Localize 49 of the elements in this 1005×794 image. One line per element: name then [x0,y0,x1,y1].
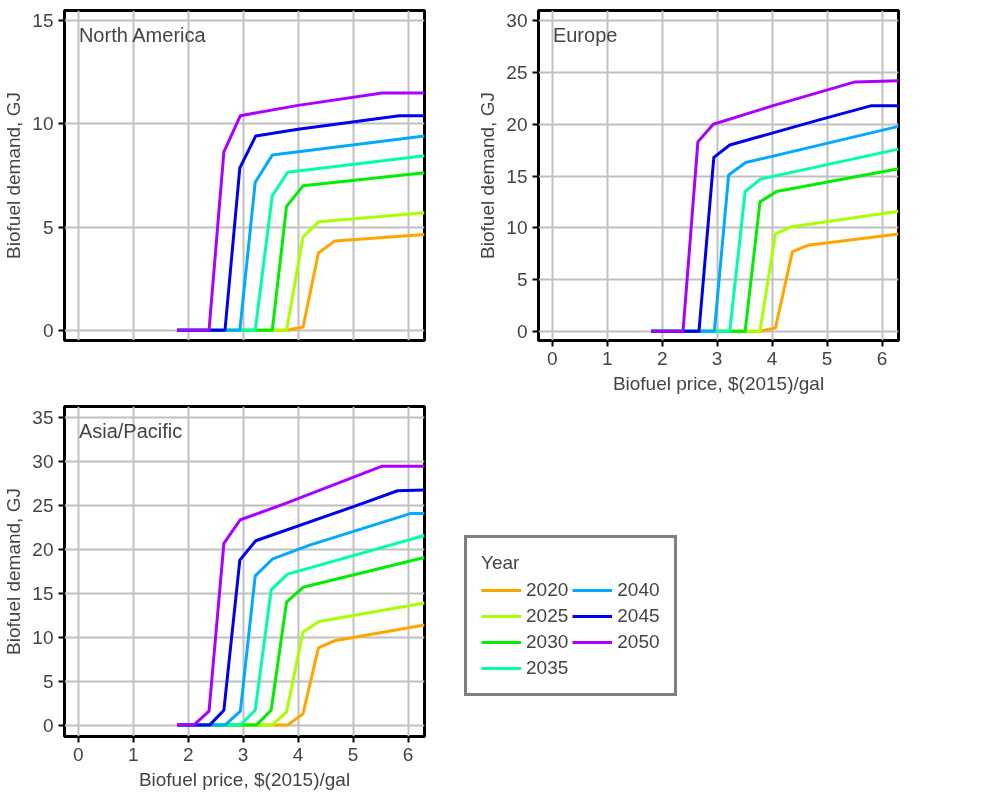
legend-label: 2035 [526,657,569,679]
x-tick-label: 5 [347,743,359,765]
text: Europe [552,23,618,46]
y-tick-label: 20 [32,539,54,561]
legend-label: 2020 [526,579,569,601]
y-tick-label: 25 [506,62,528,84]
y-tick-label: 0 [516,320,528,342]
legend-label: 2025 [526,605,569,627]
y-tick-label: 15 [32,582,54,604]
y-tick-label: 10 [506,217,528,239]
y-axis-title: Biofuel demand, GJ [3,92,25,259]
y-tick-label: 0 [42,319,54,341]
y-tick-label: 5 [42,670,54,692]
y-tick-label: 30 [32,451,54,473]
x-tick-label: 5 [821,347,833,369]
x-tick-label: 4 [766,347,778,369]
x-tick-label: 2 [656,347,668,369]
y-tick-label: 20 [506,113,528,135]
y-tick-label: 15 [506,165,528,187]
y-tick-label: 5 [42,216,54,238]
legend-title: Year [481,552,521,574]
x-tick-label: 6 [876,347,888,369]
y-tick-label: 10 [32,626,54,648]
text: North America [78,23,207,46]
x-tick-label: 6 [402,743,414,765]
x-tick-label: 2 [182,743,194,765]
y-tick-label: 30 [506,10,528,32]
x-tick-label: 3 [711,347,723,369]
y-tick-label: 5 [516,268,528,290]
legend-label: 2030 [526,631,569,653]
y-tick-label: 15 [32,10,54,32]
y-axis-title: Biofuel demand, GJ [3,488,25,655]
y-tick-label: 10 [32,113,54,135]
y-tick-label: 0 [42,714,54,736]
x-tick-label: 1 [127,743,139,765]
x-axis-title: Biofuel price, $(2015)/gal [612,372,825,394]
y-axis-title: Biofuel demand, GJ [477,92,499,259]
text: Asia/Pacific [78,419,183,442]
x-tick-label: 0 [72,743,84,765]
y-tick-label: 35 [32,407,54,429]
x-tick-label: 4 [292,743,304,765]
legend-label: 2045 [617,605,660,627]
x-tick-label: 3 [237,743,249,765]
legend-label: 2050 [617,631,660,653]
y-tick-label: 25 [32,495,54,517]
x-axis-title: Biofuel price, $(2015)/gal [138,768,351,790]
x-tick-label: 0 [546,347,558,369]
x-tick-label: 1 [601,347,613,369]
legend-label: 2040 [617,579,660,601]
